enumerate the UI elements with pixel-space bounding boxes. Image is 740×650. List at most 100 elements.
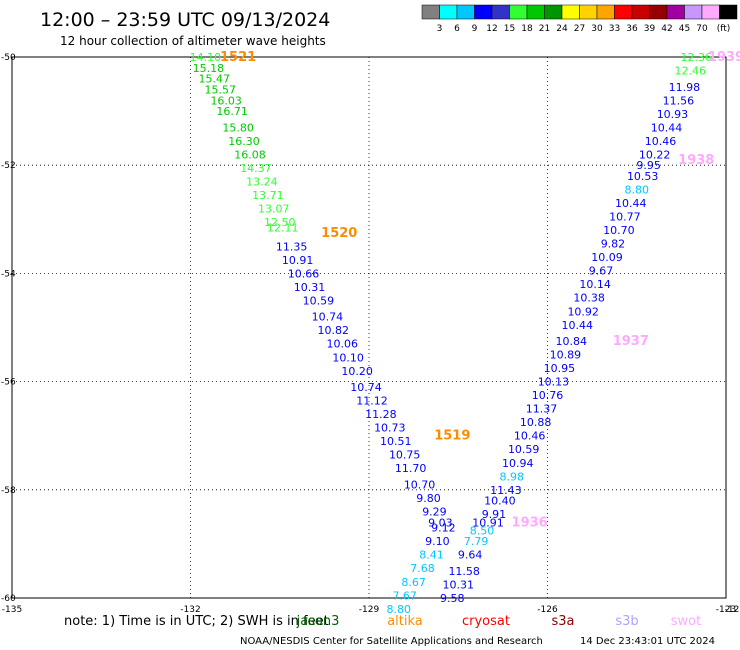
data-point-label: 16.30 [228,135,260,148]
data-point-label: 10.20 [341,365,373,378]
colorbar-swatch [421,4,440,20]
data-point-label: 9.12 [431,522,456,535]
timestamp-text: 14 Dec 23:43:01 UTC 2024 [580,636,715,647]
data-point-label: 15.80 [222,121,254,134]
data-point-label: 7.67 [392,589,417,602]
colorbar-swatch [544,4,563,20]
x-tick-label: -135 [2,605,22,615]
data-point-label: 10.06 [326,338,358,351]
colorbar-swatch [474,4,493,20]
data-point-label: 14.37 [240,162,272,175]
data-point-label: 9.67 [589,265,614,278]
data-point-label: 10.76 [532,389,564,402]
pass-labels: 1521 1520 1519 1939 1938 1937 1936 [220,50,740,530]
chart-title: 12:00 – 23:59 UTC 09/13/2024 [40,9,330,31]
x-tick-label: -126 [537,605,558,615]
y-axis-ticks: -50 -52 -54 -56 -58 -60 [1,53,16,604]
data-point-label: 13.24 [246,175,278,188]
colorbar-swatch [719,4,738,20]
pass-number-label: 1937 [613,334,649,349]
data-point-label: 10.40 [484,495,516,508]
colorbar-tick-label: 18 [521,24,533,34]
data-point-label: 11.58 [448,565,480,578]
data-point-label: 10.82 [318,324,350,337]
data-point-label: 11.56 [663,94,695,107]
data-point-label: 14.10 [190,51,222,64]
colorbar-tick-label: 9 [472,24,478,34]
data-point-label: 11.12 [356,395,388,408]
data-point-label: 10.66 [288,267,320,280]
satellite-legend-altika: altika [387,614,423,629]
data-point-label: 12.46 [675,65,707,78]
data-point-label: 8.41 [419,549,444,562]
data-point-label: 9.29 [422,505,447,518]
pass-number-label: 1519 [434,429,470,444]
data-point-label: 15.18 [193,62,225,75]
data-point-label: 10.89 [550,349,582,362]
colorbar-swatch [561,4,580,20]
data-point-label: 10.70 [603,224,635,237]
colorbar-tick-label: 6 [454,24,460,34]
colorbar-swatch [631,4,650,20]
x-tick-label: -12 [725,605,740,615]
data-point-label: 9.64 [458,549,483,562]
plot-frame [11,56,727,599]
x-axis-ticks: -135 -132 -129 -126 -123-12 [2,605,740,615]
colorbar-swatch [596,4,615,20]
data-point-label: 16.08 [234,148,266,161]
data-point-label: 10.46 [645,135,677,148]
footer-note: note: 1) Time is in UTC; 2) SWH is in fe… [64,614,329,629]
colorbar-tick-label: 12 [486,24,497,34]
pass-number-label: 1521 [220,50,256,65]
data-point-label: 10.91 [282,254,314,267]
colorbar-swatch [684,4,703,20]
data-point-label: 11.37 [526,403,558,416]
data-point-label: 10.44 [615,197,647,210]
y-tick-label: -58 [1,486,16,496]
pass-number-label: 1939 [708,50,740,65]
data-point-label: 9.91 [482,508,507,521]
data-point-label: 11.43 [490,484,522,497]
y-tick-label: -50 [1,53,16,63]
data-point-label: 10.77 [609,211,641,224]
colorbar-tick-label: 70 [696,24,708,34]
data-point-label: 10.22 [639,148,671,161]
satellite-legend: jason3 altika cryosat s3a s3b swot [296,614,702,629]
pass-number-label: 1520 [321,226,357,241]
data-point-label: 10.31 [443,578,475,591]
credit-text: NOAA/NESDIS Center for Satellite Applica… [240,636,543,647]
data-point-label: 11.98 [669,81,701,94]
colorbar-swatch [614,4,633,20]
pass-number-label: 1936 [512,515,548,530]
data-point-label: 13.07 [258,202,290,215]
x-tick-label: -132 [180,605,200,615]
y-tick-label: -60 [1,594,16,604]
colorbar-swatch [666,4,685,20]
data-point-label: 10.53 [627,170,659,183]
data-point-label: 10.44 [562,319,594,332]
colorbar-tick-label: 30 [591,24,603,34]
data-point-label: 8.50 [470,524,495,537]
data-point-label: 10.92 [567,305,599,318]
satellite-legend-swot: swot [671,614,701,629]
pass-number-label: 1938 [678,153,714,168]
data-point-label: 10.09 [591,251,623,264]
data-point-label: 7.68 [410,562,435,575]
data-point-label: 10.51 [380,435,412,448]
colorbar-swatch [526,4,545,20]
data-point-label: 10.31 [294,281,326,294]
satellite-legend-s3a: s3a [551,614,574,629]
colorbar: 3 6 9 12 15 18 21 24 27 30 33 36 39 42 45 70 (ft) [421,4,738,34]
data-point-label: 10.84 [556,335,588,348]
colorbar-tick-label: 15 [504,24,515,34]
data-point-label: 7.79 [464,535,489,548]
colorbar-tick-label: 21 [539,24,550,34]
data-point-label: 10.95 [544,362,576,375]
satellite-legend-jason3: jason3 [296,614,340,629]
data-point-label: 10.38 [573,292,605,305]
data-point-label: 11.28 [365,408,397,421]
data-point-label: 10.74 [350,381,382,394]
data-point-label: 10.94 [502,457,534,470]
data-point-label: 10.93 [657,108,689,121]
